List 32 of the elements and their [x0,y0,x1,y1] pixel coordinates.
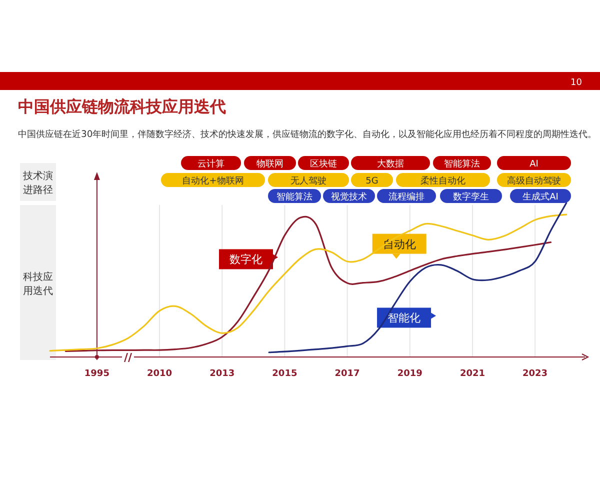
text: 物联网 [256,158,284,170]
text: 智能算法 [444,158,480,170]
chart-title: 中国供应链物流科技应用迭代 [18,97,226,116]
x-tick-label: 2021 [460,369,485,379]
x-tick-label: 2023 [522,369,548,379]
text: 视觉技术 [331,192,367,202]
y-axis-title: 科技应用迭代 [23,271,53,297]
x-tick-label: 2013 [210,369,235,379]
series-label: 数字化 [229,253,262,266]
chart-subtitle: 中国供应链在近30年时间里，伴随数字经济、技术的快速发展，供应链物流的数字化、自动化，以及智能化应用也经历着不同程度的周期性迭代。 [18,129,597,140]
text: 柔性自动化 [420,176,466,186]
x-tick-label: 2019 [397,369,422,379]
text: 5G [366,176,378,186]
text: 高级自动驾驶 [507,176,561,186]
text: 生成式AI [522,192,558,202]
text: 云计算 [198,158,224,170]
x-tick-label: 2017 [334,369,360,379]
x-tick-label: 1995 [84,369,110,379]
text: AI [530,160,538,170]
text: 区块链 [310,158,337,170]
text: 大数据 [377,158,404,170]
text: 数字孪生 [453,192,489,202]
text: 智能算法 [276,192,312,202]
text: 自动化+物联网 [182,176,244,186]
text: 流程编排 [388,192,424,202]
x-tick-label: 2015 [272,369,298,379]
text: 无人驾驶 [290,176,326,186]
text: 10 [570,78,582,88]
annotation: // [124,351,133,364]
text: 技术演进路径 [22,170,53,196]
x-tick-label: 2010 [147,369,172,379]
series-label: 智能化 [388,312,421,325]
